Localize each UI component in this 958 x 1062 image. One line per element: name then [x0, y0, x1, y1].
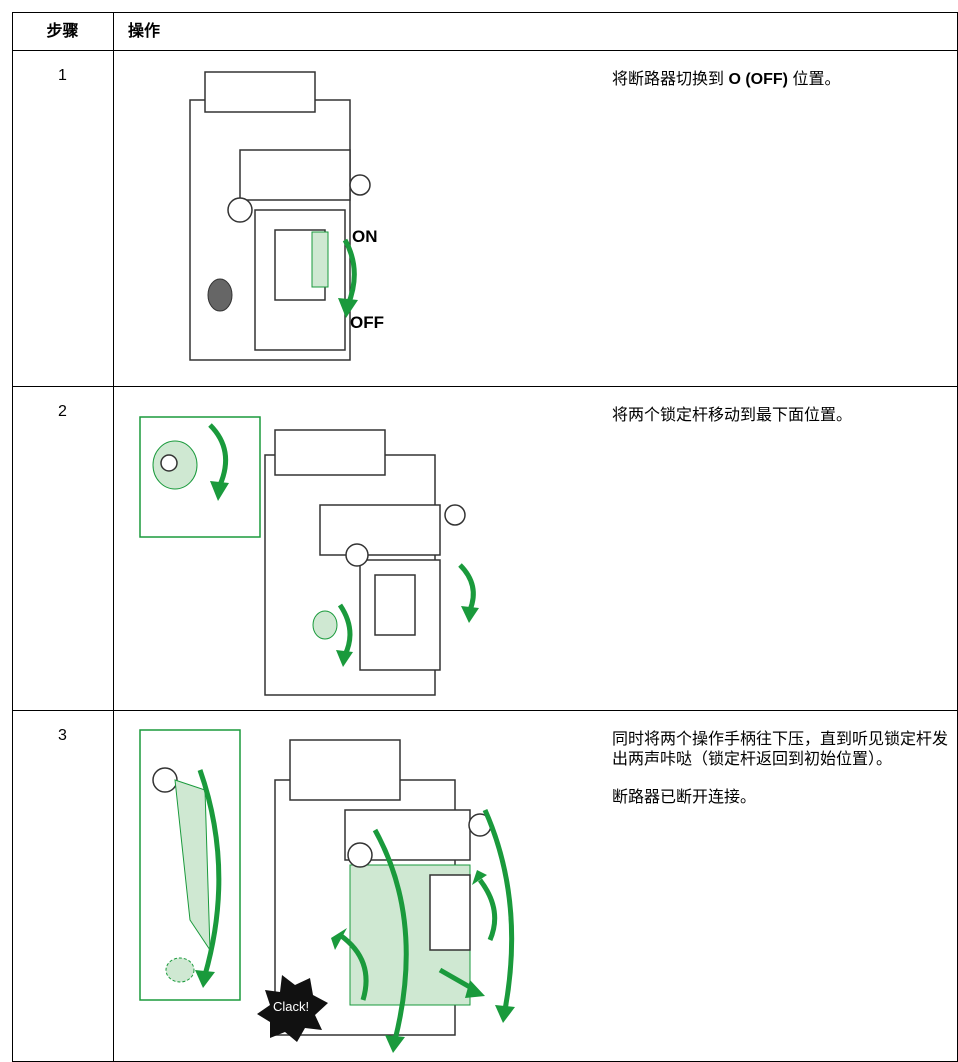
instruction: 将断路器切换到 O (OFF) 位置。: [612, 70, 948, 108]
border: [12, 12, 958, 13]
paragraph: 将断路器切换到 O (OFF) 位置。: [612, 70, 948, 90]
diagram-label: ON: [352, 227, 378, 246]
border: [12, 710, 958, 711]
bold-text: O (OFF): [728, 71, 788, 88]
illustration: Clack!: [139, 729, 515, 1053]
instruction: 将两个锁定杆移动到最下面位置。: [612, 406, 948, 444]
illustration: [139, 416, 479, 696]
text-run: 将断路器切换到: [612, 71, 729, 88]
text-run: 将两个锁定杆移动到最下面位置。: [612, 407, 853, 424]
illustration: ON OFF: [189, 71, 384, 361]
step-number: 2: [58, 403, 67, 420]
header-cell: 步骤: [46, 23, 79, 40]
step-number: 1: [58, 67, 67, 84]
diagram-label: OFF: [350, 313, 384, 332]
text-run: 位置。: [788, 71, 841, 88]
text-run: 同时将两个操作手柄往下压，直到听见锁定杆发出两声咔哒（锁定杆返回到初始位置）。: [612, 731, 949, 768]
border: [12, 12, 13, 1062]
paragraph: 同时将两个操作手柄往下压，直到听见锁定杆发出两声咔哒（锁定杆返回到初始位置）。: [612, 730, 948, 770]
border: [12, 50, 958, 51]
paragraph: 将两个锁定杆移动到最下面位置。: [612, 406, 948, 426]
border: [12, 386, 958, 387]
diagram-label: Clack!: [273, 999, 309, 1014]
header-cell: 操作: [128, 23, 161, 40]
paragraph: 断路器已断开连接。: [612, 788, 948, 808]
border: [113, 12, 114, 1062]
step-number: 3: [58, 727, 67, 744]
instruction: 同时将两个操作手柄往下压，直到听见锁定杆发出两声咔哒（锁定杆返回到初始位置）。断…: [612, 730, 948, 826]
text-run: 断路器已断开连接。: [612, 789, 757, 806]
